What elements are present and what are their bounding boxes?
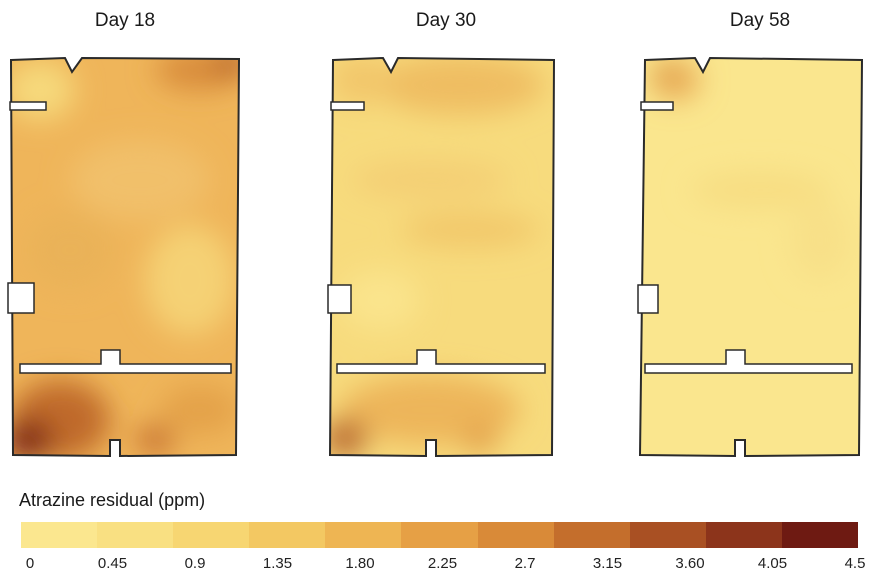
- access-road-strip: [19, 349, 232, 374]
- legend-tick-label: 4.5: [844, 555, 866, 572]
- legend-tick-label: 2.25: [427, 555, 458, 572]
- boundary-notch: [9, 101, 47, 111]
- boundary-notch: [327, 284, 352, 314]
- legend-tick-label: 1.80: [345, 555, 375, 572]
- panel-title-day-30: Day 30: [415, 10, 477, 31]
- legend-swatch: [249, 522, 326, 548]
- legend-tick-label: 3.15: [592, 555, 623, 572]
- boundary-notch: [330, 101, 365, 111]
- field-map-day-30: [327, 56, 556, 458]
- legend-tick-label: 4.05: [757, 555, 788, 572]
- field-boundary-day-18: [9, 56, 241, 458]
- legend-tick-label: 0.45: [97, 555, 128, 572]
- legend-swatch: [325, 522, 402, 548]
- field-map-day-58: [637, 56, 864, 458]
- legend-color-bar: [21, 522, 859, 548]
- boundary-notch: [637, 284, 659, 314]
- legend-tick-label: 0: [25, 555, 35, 572]
- boundary-notch: [640, 101, 674, 111]
- field-boundary-day-58: [638, 56, 864, 458]
- legend-swatch: [705, 522, 782, 548]
- legend-title: Atrazine residual (ppm): [19, 490, 206, 510]
- field-map-day-18: [7, 56, 241, 458]
- legend-swatch: [477, 522, 554, 548]
- legend-tick-label: 3.60: [675, 555, 705, 572]
- legend-swatch: [401, 522, 478, 548]
- access-road-strip: [336, 349, 546, 374]
- panel-title-day-58: Day 58: [729, 10, 791, 31]
- legend-tick-label: 1.35: [262, 555, 293, 572]
- legend-swatch: [629, 522, 706, 548]
- access-road-strip: [644, 349, 853, 374]
- legend-swatch: [21, 522, 98, 548]
- field-boundary-day-30: [328, 56, 556, 458]
- panel-title-day-18: Day 18: [94, 10, 156, 31]
- field-maps: [7, 56, 864, 458]
- legend-swatch: [173, 522, 250, 548]
- legend-swatch: [781, 522, 859, 548]
- legend-tick-label: 0.9: [184, 555, 206, 572]
- legend-swatch: [97, 522, 174, 548]
- legend-tick-label: 2.7: [514, 555, 536, 572]
- legend-swatch: [553, 522, 630, 548]
- boundary-notch: [7, 282, 35, 314]
